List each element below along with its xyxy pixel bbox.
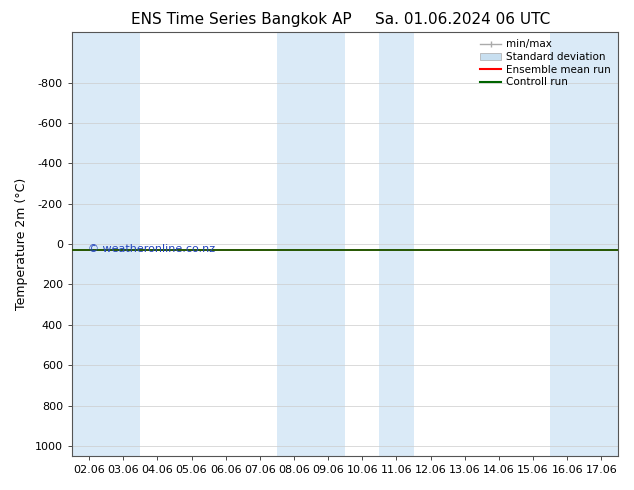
- Bar: [106, 32, 140, 456]
- Bar: [379, 32, 413, 456]
- Bar: [550, 32, 585, 456]
- Bar: [277, 32, 311, 456]
- Bar: [311, 32, 346, 456]
- Y-axis label: Temperature 2m (°C): Temperature 2m (°C): [15, 178, 28, 310]
- Text: Sa. 01.06.2024 06 UTC: Sa. 01.06.2024 06 UTC: [375, 12, 550, 27]
- Bar: [585, 32, 619, 456]
- Legend: min/max, Standard deviation, Ensemble mean run, Controll run: min/max, Standard deviation, Ensemble me…: [478, 37, 613, 89]
- Text: ENS Time Series Bangkok AP: ENS Time Series Bangkok AP: [131, 12, 351, 27]
- Bar: [619, 32, 634, 456]
- Bar: [72, 32, 106, 456]
- Text: © weatheronline.co.nz: © weatheronline.co.nz: [88, 244, 216, 254]
